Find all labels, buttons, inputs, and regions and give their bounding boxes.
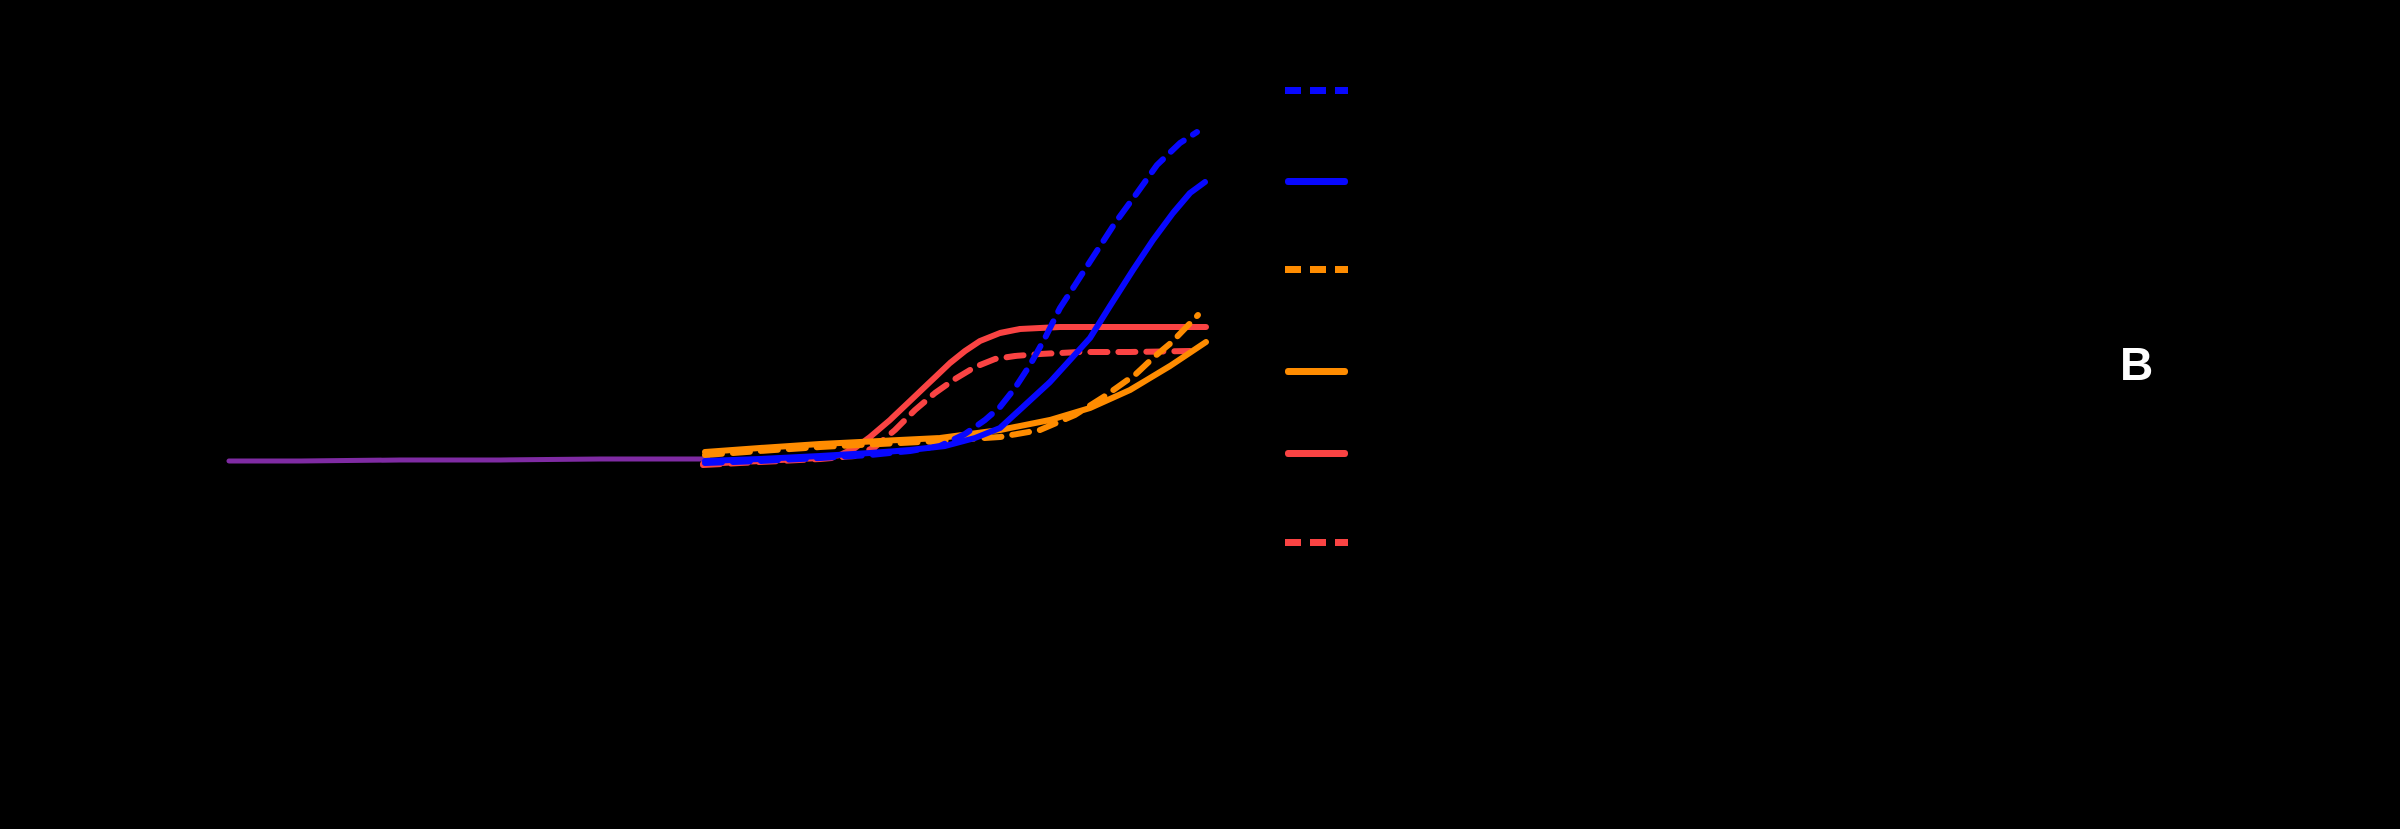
legend-key-orange-dashed [1285, 266, 1348, 273]
legend-key-red-dashed [1285, 539, 1348, 546]
series-blue-solid [702, 179, 1208, 464]
series-blue-dashed [702, 129, 1200, 466]
legend-key-red-solid [1285, 450, 1348, 457]
legend-key-orange-solid [1285, 368, 1348, 375]
legend-key-blue-solid [1285, 178, 1348, 185]
legend-key-blue-dashed [1285, 87, 1348, 94]
panel-label: B [2120, 338, 2154, 390]
series-baseline-overlap-flat [226, 456, 711, 464]
